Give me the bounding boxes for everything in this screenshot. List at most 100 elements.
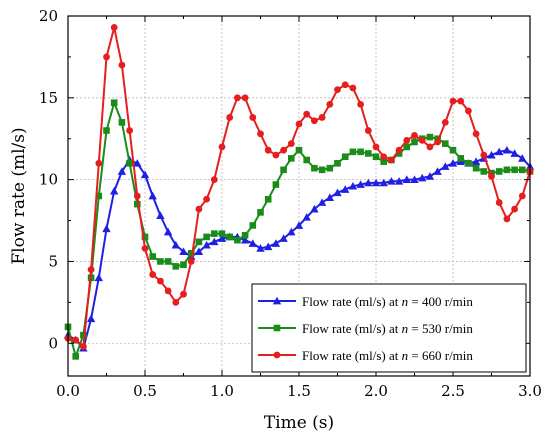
data-point — [388, 156, 395, 164]
data-point — [234, 94, 241, 102]
data-point — [118, 61, 126, 69]
data-point — [87, 266, 95, 274]
data-point — [217, 234, 227, 242]
data-point — [257, 209, 264, 216]
data-point — [426, 133, 434, 141]
data-point — [203, 233, 210, 241]
data-point — [226, 233, 233, 241]
data-point — [503, 166, 511, 174]
data-point — [348, 181, 358, 190]
data-point — [140, 170, 150, 179]
data-point — [180, 290, 187, 298]
data-point — [295, 120, 303, 128]
data-point — [425, 172, 435, 180]
data-point — [203, 195, 211, 203]
data-point — [218, 230, 226, 237]
data-point — [126, 127, 133, 134]
data-point — [280, 166, 287, 174]
data-point — [380, 153, 388, 161]
data-point — [457, 155, 464, 162]
x-tick-label: 2.5 — [441, 382, 465, 400]
data-point — [426, 143, 434, 151]
y-tick-label: 20 — [39, 7, 58, 25]
data-point — [103, 127, 110, 134]
data-point — [349, 148, 357, 156]
data-point — [364, 178, 373, 187]
data-point — [264, 195, 272, 203]
data-point — [326, 164, 334, 172]
x-tick-label: 0.0 — [56, 382, 80, 400]
data-point — [511, 205, 518, 213]
data-point — [164, 287, 172, 295]
x-tick-label: 3.0 — [518, 382, 542, 400]
data-point — [403, 136, 411, 144]
data-point — [202, 240, 211, 249]
data-point — [495, 168, 503, 175]
data-point — [110, 186, 119, 195]
data-point — [442, 140, 449, 147]
data-point — [163, 227, 173, 236]
data-point — [288, 155, 295, 162]
data-point — [349, 84, 357, 92]
data-point — [418, 136, 426, 144]
data-point — [380, 158, 387, 165]
y-tick-label: 0 — [48, 334, 58, 352]
data-point — [519, 166, 526, 174]
data-point — [102, 224, 111, 233]
data-point — [410, 175, 419, 183]
data-point — [334, 86, 341, 94]
legend-entry: Flow rate (ml/s) at n = 530 r/min — [302, 321, 473, 336]
legend-entry-variable: n — [402, 294, 409, 309]
data-point — [164, 258, 172, 265]
data-point — [133, 159, 142, 167]
data-point — [325, 193, 334, 201]
data-point — [187, 249, 195, 257]
data-point — [326, 100, 334, 108]
legend-entry-variable: n — [402, 348, 409, 363]
data-point — [248, 239, 257, 247]
data-point — [433, 167, 442, 175]
data-point — [149, 271, 157, 278]
legend-entry-suffix: = 400 r/min — [408, 294, 473, 309]
axis-ticks — [67, 15, 531, 376]
legend-entry-prefix: Flow rate (ml/s) at — [302, 294, 402, 309]
series-1 — [63, 145, 535, 352]
data-point — [357, 148, 364, 156]
legend-box — [251, 283, 527, 373]
data-point — [448, 159, 458, 167]
data-point — [495, 147, 504, 156]
data-point — [457, 97, 465, 105]
x-axis-title: Time (s) — [264, 413, 334, 433]
data-point — [241, 94, 249, 102]
tick-labels: 0.0 0.5 1.0 1.5 2.0 2.5 3.0 0 5 10 15 20 — [39, 7, 542, 400]
data-point — [488, 172, 495, 180]
data-point — [72, 336, 80, 344]
data-point — [317, 198, 327, 206]
legend-swatch-marker — [273, 324, 281, 332]
data-point — [357, 100, 364, 108]
legend-entry-suffix: = 530 r/min — [408, 321, 473, 336]
data-point — [434, 138, 441, 146]
data-point — [465, 107, 472, 115]
y-tick-label: 5 — [48, 252, 58, 270]
data-point — [172, 263, 180, 270]
legend-entry-prefix: Flow rate (ml/s) at — [302, 348, 402, 363]
data-point — [356, 180, 365, 188]
data-point — [395, 146, 403, 154]
data-point — [211, 230, 218, 237]
data-point — [94, 273, 103, 282]
x-tick-label: 1.0 — [210, 382, 234, 400]
data-point — [341, 153, 349, 161]
y-tick-label: 10 — [39, 171, 58, 189]
data-point — [271, 239, 281, 247]
data-point — [133, 192, 141, 200]
data-point — [411, 132, 418, 139]
data-point — [303, 156, 310, 164]
data-point — [172, 298, 180, 306]
legend-swatch-marker — [273, 351, 281, 359]
data-point — [117, 167, 127, 175]
data-point — [303, 110, 311, 118]
data-point — [134, 200, 141, 208]
data-point — [272, 181, 280, 188]
data-point — [194, 247, 204, 255]
